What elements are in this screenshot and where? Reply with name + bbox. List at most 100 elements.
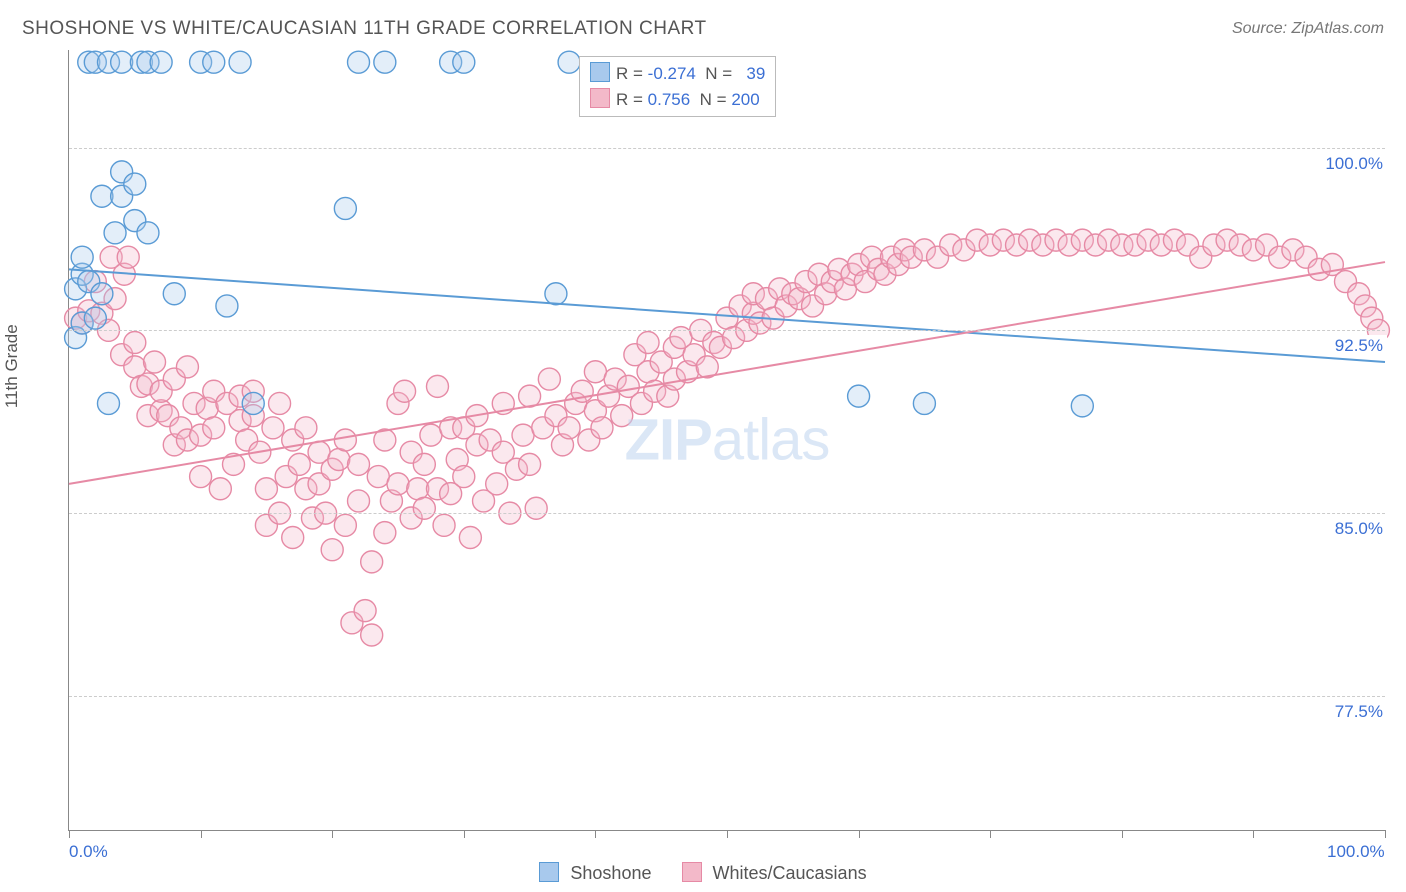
scatter-point	[163, 283, 185, 305]
stats-n-value: 39	[737, 64, 765, 83]
x-tick	[1122, 830, 1123, 838]
bottom-legend: Shoshone Whites/Caucasians	[0, 862, 1406, 884]
scatter-point	[348, 453, 370, 475]
stats-swatch	[590, 88, 610, 108]
scatter-point	[91, 185, 113, 207]
x-tick	[1385, 830, 1386, 838]
scatter-point	[124, 332, 146, 354]
scatter-point	[538, 368, 560, 390]
scatter-point	[459, 527, 481, 549]
stats-r-value: -0.274	[648, 64, 696, 83]
scatter-point	[104, 222, 126, 244]
scatter-point	[334, 514, 356, 536]
x-tick	[332, 830, 333, 838]
scatter-point	[71, 246, 93, 268]
chart-container: 11th Grade ZIPatlas R = -0.274 N = 39R =…	[22, 50, 1384, 830]
scatter-point	[242, 392, 264, 414]
scatter-point	[124, 173, 146, 195]
scatter-point	[591, 417, 613, 439]
scatter-point	[91, 283, 113, 305]
stats-row: R = 0.756 N = 200	[590, 87, 765, 113]
scatter-point	[334, 197, 356, 219]
legend-swatch-whites	[682, 862, 702, 882]
scatter-point	[282, 527, 304, 549]
scatter-point	[97, 392, 119, 414]
chart-source: Source: ZipAtlas.com	[1232, 20, 1384, 38]
scatter-point	[262, 417, 284, 439]
y-tick-label: 77.5%	[1331, 701, 1387, 723]
x-tick-label: 100.0%	[1327, 842, 1385, 862]
gridline-h	[69, 696, 1385, 697]
scatter-point	[229, 51, 251, 73]
scatter-point	[150, 51, 172, 73]
y-tick-label: 85.0%	[1331, 518, 1387, 540]
legend-label-whites: Whites/Caucasians	[713, 863, 867, 883]
stats-n-value: 200	[731, 90, 759, 109]
scatter-point	[84, 307, 106, 329]
scatter-point	[519, 385, 541, 407]
scatter-point	[367, 466, 389, 488]
scatter-point	[348, 51, 370, 73]
regression-line	[69, 262, 1385, 484]
stats-row: R = -0.274 N = 39	[590, 61, 765, 87]
scatter-point	[354, 600, 376, 622]
x-tick	[201, 830, 202, 838]
scatter-point	[321, 539, 343, 561]
scatter-point	[433, 514, 455, 536]
scatter-point	[374, 51, 396, 73]
gridline-h	[69, 330, 1385, 331]
scatter-point	[913, 392, 935, 414]
scatter-point	[288, 453, 310, 475]
scatter-point	[295, 417, 317, 439]
y-axis-label: 11th Grade	[2, 324, 22, 408]
scatter-point	[361, 551, 383, 573]
legend-label-shoshone: Shoshone	[570, 863, 651, 883]
scatter-point	[413, 497, 435, 519]
scatter-point	[545, 283, 567, 305]
x-tick	[990, 830, 991, 838]
x-tick-label: 0.0%	[69, 842, 108, 862]
scatter-point	[519, 453, 541, 475]
scatter-point	[374, 522, 396, 544]
scatter-point	[407, 478, 429, 500]
scatter-point	[203, 51, 225, 73]
stats-box: R = -0.274 N = 39R = 0.756 N = 200	[579, 56, 776, 117]
scatter-point	[203, 417, 225, 439]
y-tick-label: 92.5%	[1331, 335, 1387, 357]
plot-svg	[69, 50, 1385, 830]
x-tick	[859, 830, 860, 838]
scatter-point	[216, 295, 238, 317]
chart-title: SHOSHONE VS WHITE/CAUCASIAN 11TH GRADE C…	[22, 18, 707, 40]
stats-swatch	[590, 62, 610, 82]
scatter-point	[334, 429, 356, 451]
scatter-point	[1071, 395, 1093, 417]
scatter-point	[486, 473, 508, 495]
scatter-point	[328, 449, 350, 471]
scatter-point	[848, 385, 870, 407]
scatter-point	[637, 332, 659, 354]
scatter-point	[111, 51, 133, 73]
scatter-point	[387, 473, 409, 495]
scatter-point	[269, 392, 291, 414]
scatter-point	[361, 624, 383, 646]
scatter-point	[453, 51, 475, 73]
plot-area: ZIPatlas R = -0.274 N = 39R = 0.756 N = …	[68, 50, 1385, 831]
scatter-point	[453, 466, 475, 488]
scatter-point	[525, 497, 547, 519]
stats-r-value: 0.756	[648, 90, 691, 109]
y-tick-label: 100.0%	[1321, 153, 1387, 175]
scatter-point	[144, 351, 166, 373]
scatter-point	[137, 222, 159, 244]
gridline-h	[69, 148, 1385, 149]
scatter-point	[420, 424, 442, 446]
gridline-h	[69, 513, 1385, 514]
chart-header: SHOSHONE VS WHITE/CAUCASIAN 11TH GRADE C…	[22, 18, 1384, 40]
scatter-point	[426, 375, 448, 397]
x-tick	[69, 830, 70, 838]
x-tick	[1253, 830, 1254, 838]
scatter-point	[413, 453, 435, 475]
scatter-point	[558, 51, 580, 73]
x-tick	[464, 830, 465, 838]
scatter-point	[190, 466, 212, 488]
scatter-point	[394, 380, 416, 402]
